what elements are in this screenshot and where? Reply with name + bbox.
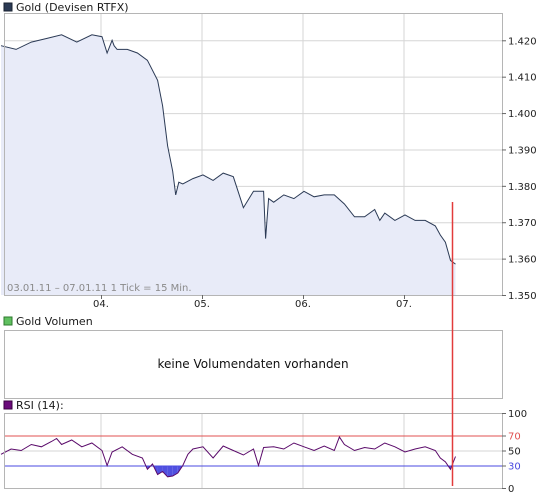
price-x-tick-label: 05. — [194, 299, 210, 310]
rsi-y-tick-label: 0 — [508, 484, 514, 495]
price-panel: 1.420 1.410 1.400 1.390 1.380 1.370 1.360 1.350… — [0, 1, 537, 310]
price-legend-label: Gold (Devisen RTFX) — [16, 1, 129, 14]
price-y-tick-label: 1.410 — [508, 73, 537, 84]
volume-legend-label: Gold Volumen — [16, 315, 93, 328]
volume-legend-swatch — [3, 316, 13, 326]
rsi-y-tick-label: 50 — [508, 447, 521, 458]
volume-empty-message: keine Volumendaten vorhanden — [157, 357, 348, 371]
rsi-grid — [4, 413, 502, 488]
price-y-tick-label: 1.360 — [508, 255, 537, 266]
price-y-axis: 1.420 1.410 1.400 1.390 1.380 1.370 1.360 1.350 — [502, 36, 537, 302]
price-x-tick-label: 07. — [396, 299, 412, 310]
price-y-tick-label: 1.350 — [508, 291, 537, 302]
rsi-legend-label: RSI (14): — [16, 399, 64, 412]
price-y-tick-label: 1.380 — [508, 182, 537, 193]
price-legend-swatch — [3, 2, 13, 12]
rsi-y-tick-label: 100 — [508, 409, 527, 420]
rsi-oversold-segment — [162, 465, 168, 477]
price-series-line — [0, 34, 456, 265]
rsi-panel: RSI (14): 100 70 50 30 0 — [0, 399, 527, 495]
price-x-tick-label: 06. — [295, 299, 311, 310]
price-range-footnote: 03.01.11 – 07.01.11 1 Tick = 15 Min. — [7, 283, 192, 294]
rsi-legend-swatch — [3, 400, 13, 410]
volume-panel: Gold Volumen keine Volumendaten vorhande… — [3, 315, 503, 399]
rsi-series-line — [0, 435, 456, 478]
price-y-tick-label: 1.370 — [508, 218, 537, 229]
rsi-oversold-segment — [167, 465, 173, 477]
rsi-oversold-segment — [157, 465, 163, 475]
price-x-axis: 04. 05. 06. 07. — [93, 295, 412, 310]
rsi-y-tick-label: 30 — [508, 462, 521, 473]
rsi-y-axis: 100 70 50 30 0 — [502, 409, 527, 495]
price-area — [1, 34, 456, 296]
price-y-tick-label: 1.390 — [508, 145, 537, 156]
price-x-tick-label: 04. — [93, 299, 109, 310]
rsi-y-tick-label: 70 — [508, 432, 521, 443]
price-panel-frame — [4, 13, 503, 296]
price-y-tick-label: 1.420 — [508, 36, 537, 47]
price-y-tick-label: 1.400 — [508, 109, 537, 120]
volume-panel-frame — [4, 330, 503, 399]
